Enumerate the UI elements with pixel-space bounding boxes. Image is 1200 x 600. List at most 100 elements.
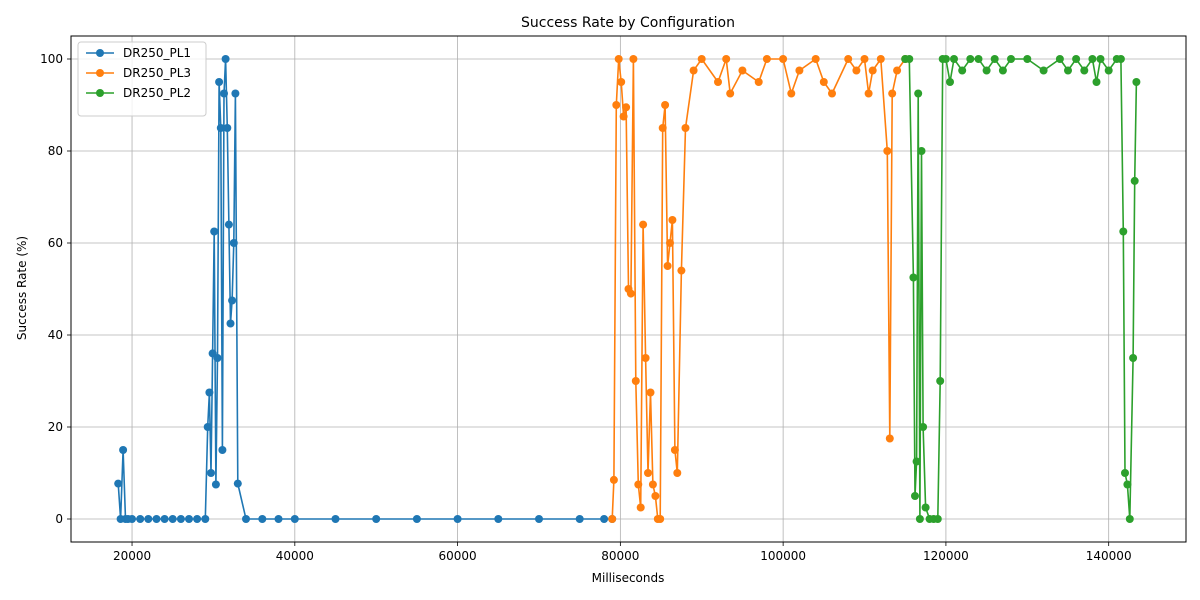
data-point <box>207 469 215 477</box>
data-point <box>612 101 621 109</box>
data-point <box>242 515 250 523</box>
data-point <box>1130 176 1139 185</box>
data-point <box>933 515 942 523</box>
x-tick-label: 120000 <box>923 549 969 563</box>
data-point <box>681 124 690 132</box>
data-point <box>128 515 136 523</box>
x-tick-label: 80000 <box>601 549 639 563</box>
legend-label: DR250_PL1 <box>123 46 191 60</box>
data-point <box>203 423 212 431</box>
data-point <box>941 55 950 63</box>
data-point <box>852 66 861 75</box>
data-point <box>223 124 232 132</box>
data-point <box>646 388 655 397</box>
x-tick-label: 40000 <box>276 549 314 563</box>
data-point <box>210 227 219 236</box>
data-point <box>634 480 643 489</box>
data-point <box>1121 469 1129 477</box>
data-point <box>974 55 983 63</box>
data-point <box>868 66 877 75</box>
data-point <box>224 220 233 229</box>
data-point <box>689 66 698 75</box>
data-point <box>609 475 618 484</box>
data-point <box>193 515 202 523</box>
ticks: 20000 40000 60000 80000 100000 120000 140000 0 2… <box>40 52 1131 563</box>
data-point <box>412 515 421 523</box>
data-point <box>229 239 238 247</box>
data-point <box>819 78 828 86</box>
data-point <box>912 457 921 466</box>
legend-label: DR250_PL3 <box>123 66 191 80</box>
data-point <box>911 492 919 500</box>
chart-title: Success Rate by Configuration <box>521 15 735 31</box>
data-point <box>1080 66 1089 75</box>
data-point <box>1116 55 1125 63</box>
legend-box <box>77 41 207 117</box>
data-point <box>631 377 640 385</box>
data-point <box>677 266 686 275</box>
data-point <box>626 289 635 298</box>
data-point <box>1104 66 1113 75</box>
data-point <box>666 239 674 247</box>
data-point <box>885 434 894 443</box>
data-point <box>629 55 638 63</box>
data-point <box>998 66 1007 75</box>
data-point <box>575 515 584 523</box>
data-point <box>883 147 892 155</box>
data-point <box>1092 78 1101 86</box>
data-point <box>535 515 543 523</box>
data-point <box>1119 227 1128 236</box>
data-point <box>651 492 660 500</box>
data-point <box>372 515 381 523</box>
data-point <box>864 89 873 98</box>
data-point <box>144 515 153 523</box>
data-point <box>644 469 652 477</box>
data-point <box>213 354 222 362</box>
data-point <box>915 515 924 523</box>
data-point <box>1125 515 1134 523</box>
legend-marker <box>96 49 104 57</box>
data-point <box>921 503 930 512</box>
data-point <box>917 147 926 155</box>
data-point <box>1039 66 1048 75</box>
legend: DR250_PL1 DR250_PL3 DR250_PL2 <box>77 41 207 117</box>
data-point <box>936 377 945 385</box>
data-point <box>136 515 145 523</box>
data-point <box>228 296 237 305</box>
data-point <box>258 515 267 523</box>
data-point <box>233 479 242 488</box>
data-point <box>160 515 169 523</box>
data-point <box>622 103 631 112</box>
data-point <box>216 124 225 132</box>
data-point <box>221 55 230 63</box>
data-point <box>762 55 771 63</box>
data-point <box>119 446 128 454</box>
data-point <box>453 515 462 523</box>
x-axis-label: Milliseconds <box>592 571 665 585</box>
data-point <box>958 66 967 75</box>
data-point <box>726 89 735 98</box>
x-tick-label: 100000 <box>760 549 806 563</box>
data-point <box>636 503 645 512</box>
data-point <box>114 479 123 488</box>
data-point <box>1132 78 1141 86</box>
data-point <box>779 55 788 63</box>
data-point <box>738 66 747 75</box>
data-point <box>722 55 731 63</box>
data-point <box>663 262 672 270</box>
data-point <box>888 89 897 98</box>
data-point <box>205 388 214 397</box>
y-axis-label: Success Rate (%) <box>15 236 29 340</box>
data-point <box>946 78 954 86</box>
data-point <box>201 515 210 523</box>
data-point <box>905 55 914 63</box>
data-point <box>274 515 283 523</box>
data-point <box>215 78 224 86</box>
data-point <box>914 89 923 98</box>
data-point <box>619 112 628 121</box>
data-point <box>670 446 679 454</box>
data-point <box>220 89 228 98</box>
data-point <box>811 55 820 63</box>
data-point <box>494 515 503 523</box>
